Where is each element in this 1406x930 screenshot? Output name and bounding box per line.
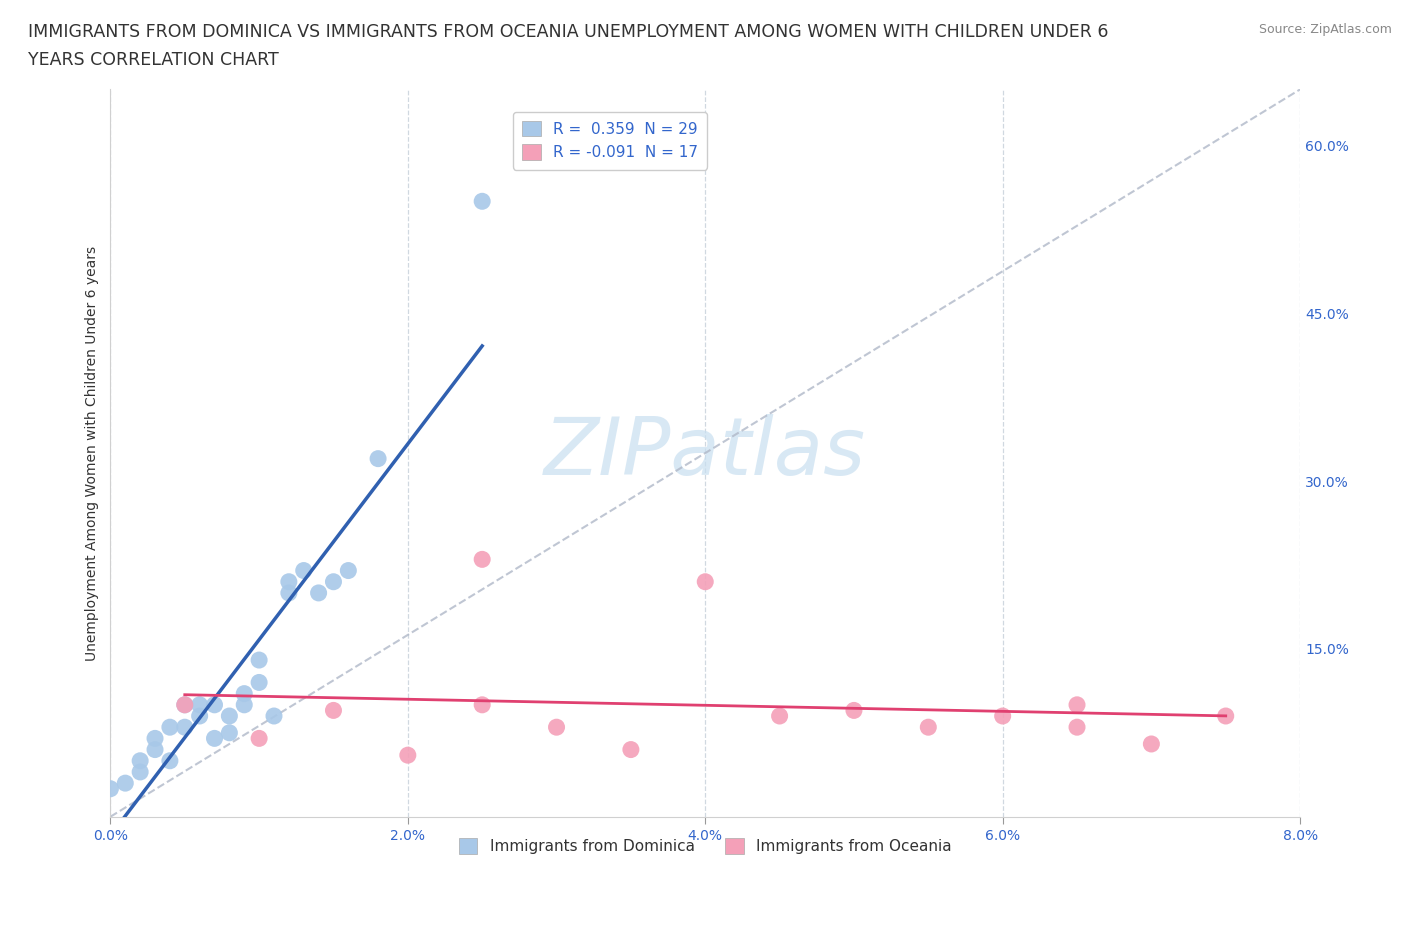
Point <box>1066 720 1088 735</box>
Text: Source: ZipAtlas.com: Source: ZipAtlas.com <box>1258 23 1392 36</box>
Point <box>129 764 152 779</box>
Point <box>247 653 270 668</box>
Point <box>337 563 360 578</box>
Point <box>159 720 181 735</box>
Point <box>114 776 136 790</box>
Point <box>917 720 939 735</box>
Point <box>277 586 299 601</box>
Point <box>173 720 195 735</box>
Point <box>292 563 315 578</box>
Point <box>173 698 195 712</box>
Text: ZIPatlas: ZIPatlas <box>544 414 866 492</box>
Point <box>546 720 568 735</box>
Point <box>1215 709 1237 724</box>
Point <box>322 703 344 718</box>
Point <box>233 698 256 712</box>
Point <box>991 709 1014 724</box>
Point <box>842 703 865 718</box>
Point <box>695 575 717 590</box>
Point <box>620 742 643 757</box>
Point <box>218 725 240 740</box>
Text: YEARS CORRELATION CHART: YEARS CORRELATION CHART <box>28 51 278 69</box>
Point <box>188 698 211 712</box>
Point <box>1066 698 1088 712</box>
Point <box>263 709 285 724</box>
Point <box>159 753 181 768</box>
Text: IMMIGRANTS FROM DOMINICA VS IMMIGRANTS FROM OCEANIA UNEMPLOYMENT AMONG WOMEN WIT: IMMIGRANTS FROM DOMINICA VS IMMIGRANTS F… <box>28 23 1108 41</box>
Point <box>204 698 226 712</box>
Point <box>204 731 226 746</box>
Point <box>308 586 330 601</box>
Point <box>188 709 211 724</box>
Point <box>143 742 166 757</box>
Point <box>233 686 256 701</box>
Point <box>322 575 344 590</box>
Point <box>471 193 494 208</box>
Point <box>277 575 299 590</box>
Point <box>768 709 790 724</box>
Point <box>100 781 122 796</box>
Point <box>247 675 270 690</box>
Point <box>143 731 166 746</box>
Y-axis label: Unemployment Among Women with Children Under 6 years: Unemployment Among Women with Children U… <box>86 246 100 660</box>
Point <box>396 748 419 763</box>
Point <box>367 451 389 466</box>
Point <box>471 551 494 566</box>
Point <box>218 709 240 724</box>
Point <box>1140 737 1163 751</box>
Legend: Immigrants from Dominica, Immigrants from Oceania: Immigrants from Dominica, Immigrants fro… <box>453 831 957 860</box>
Point <box>471 698 494 712</box>
Point <box>173 698 195 712</box>
Point <box>247 731 270 746</box>
Point <box>129 753 152 768</box>
